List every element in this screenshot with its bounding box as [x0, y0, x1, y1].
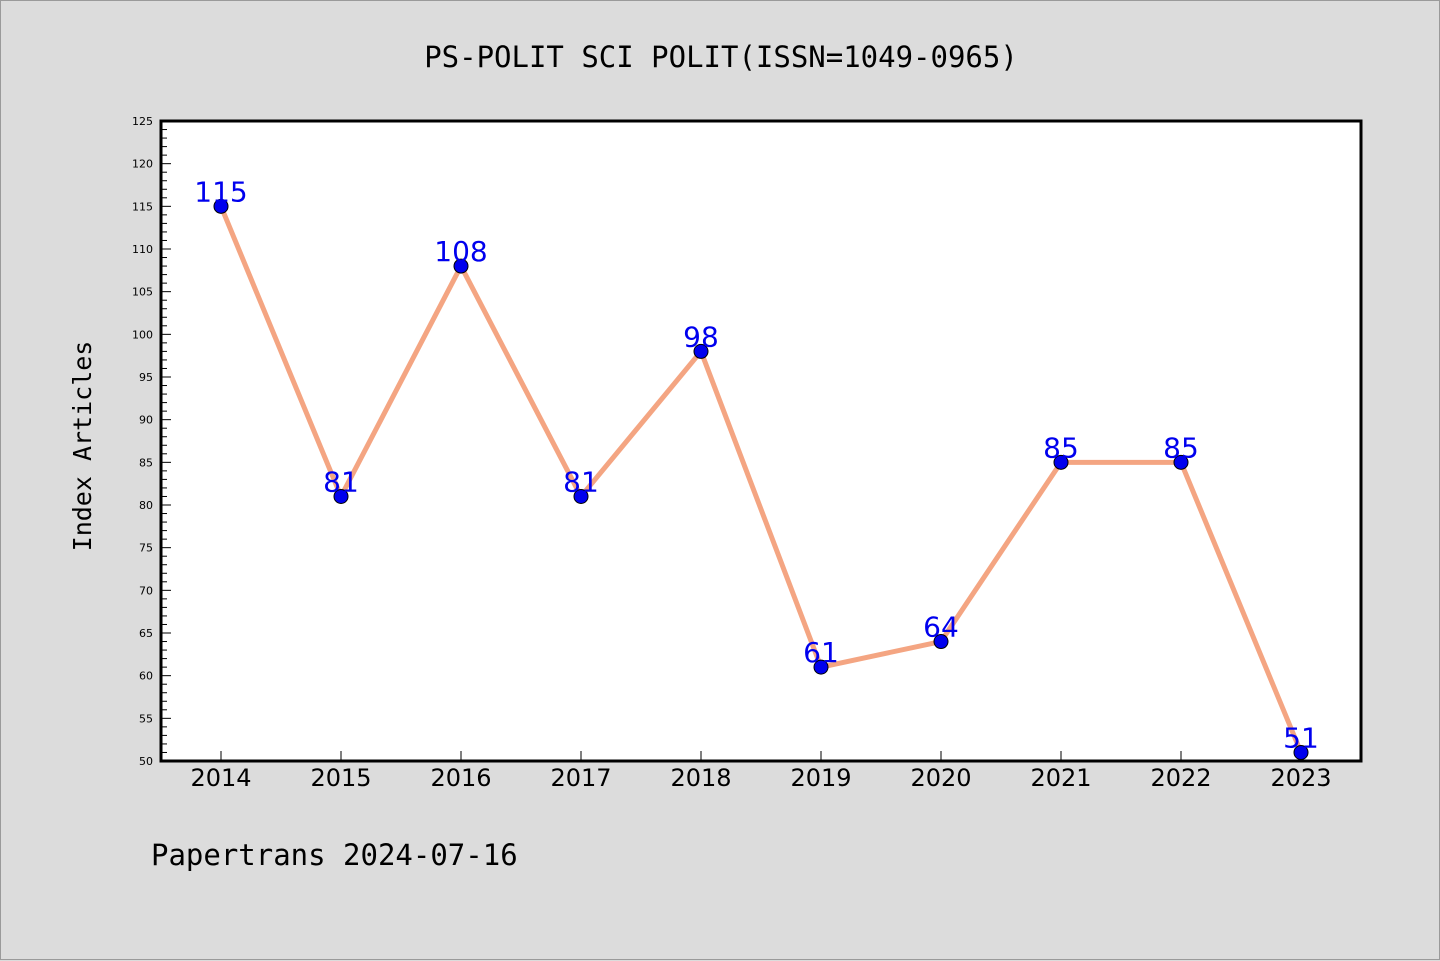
y-tick-label: 65 [139, 627, 153, 640]
data-point [213, 198, 229, 214]
y-tick-label: 60 [139, 670, 153, 683]
y-axis: 50 55 60 65 70 75 80 85 90 95 100 105 110 115 120 125 [132, 115, 171, 768]
data-label: 108 [434, 235, 487, 268]
data-label: 81 [563, 465, 599, 498]
x-tick-label: 2017 [550, 764, 611, 792]
data-point [1173, 454, 1189, 470]
data-label: 98 [683, 320, 719, 353]
data-label: 81 [323, 465, 359, 498]
y-tick-label: 115 [132, 200, 153, 213]
y-tick-label: 110 [132, 243, 153, 256]
x-tick-label: 2018 [670, 764, 731, 792]
data-point [693, 343, 709, 359]
y-tick-label: 95 [139, 371, 153, 384]
y-tick-label: 50 [139, 755, 153, 768]
y-tick-label: 90 [139, 414, 153, 427]
data-labels: 115 81 108 81 98 61 64 85 85 51 [194, 175, 1319, 754]
data-point [573, 488, 589, 504]
footer-credit: Papertrans 2024-07-16 [151, 838, 518, 872]
plot-frame [159, 119, 1363, 763]
y-tick-label: 120 [132, 158, 153, 171]
chart-title: PS-POLIT SCI POLIT(ISSN=1049-0965) [424, 40, 1018, 74]
y-tick-label: 75 [139, 542, 153, 555]
y-tick-label: 100 [132, 328, 153, 341]
data-point [453, 258, 469, 274]
y-tick-label: 55 [139, 712, 153, 725]
x-tick-label: 2015 [310, 764, 371, 792]
y-tick-label: 85 [139, 456, 153, 469]
y-tick-label: 80 [139, 499, 153, 512]
x-tick-label: 2022 [1150, 764, 1211, 792]
data-label: 64 [923, 611, 959, 644]
data-label: 85 [1163, 431, 1199, 464]
data-label: 85 [1043, 431, 1079, 464]
y-axis-label: Index Articles [68, 341, 97, 552]
x-axis: 2014 2015 2016 2017 2018 2019 2020 2021 2022 2023 [190, 751, 1332, 792]
series-line-group [218, 205, 1304, 754]
data-point [333, 488, 349, 504]
data-label: 51 [1283, 721, 1319, 754]
data-point [1053, 454, 1069, 470]
x-tick-label: 2016 [430, 764, 491, 792]
y-tick-label: 70 [139, 584, 153, 597]
x-tick-label: 2023 [1270, 764, 1331, 792]
data-label: 61 [803, 636, 839, 669]
data-label: 115 [194, 175, 247, 208]
y-tick-label: 105 [132, 286, 153, 299]
data-markers [213, 198, 1309, 760]
data-point [933, 634, 949, 650]
plot-area [161, 121, 1361, 761]
x-tick-label: 2020 [910, 764, 971, 792]
y-tick-label: 125 [132, 115, 153, 128]
x-tick-label: 2021 [1030, 764, 1091, 792]
data-point [813, 659, 829, 675]
x-tick-label: 2014 [190, 764, 251, 792]
x-tick-label: 2019 [790, 764, 851, 792]
data-point [1293, 744, 1309, 760]
series-line [218, 205, 1304, 754]
